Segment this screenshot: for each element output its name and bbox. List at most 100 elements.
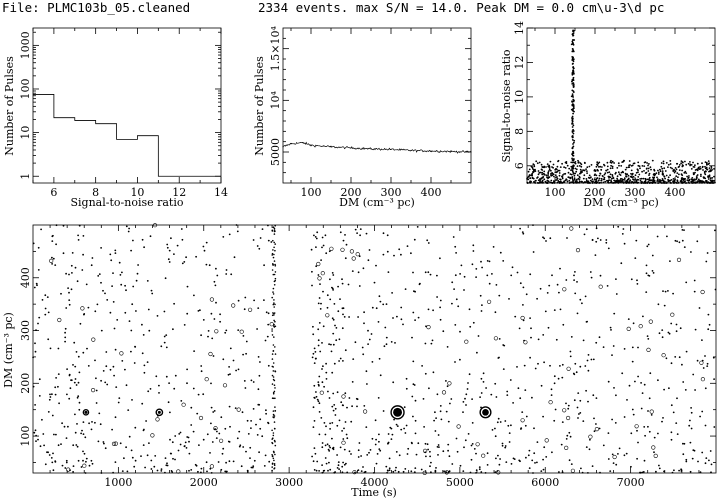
candidate-point [361, 346, 364, 349]
candidate-point [274, 440, 276, 443]
candidate-point [648, 275, 651, 277]
candidate-point [64, 331, 66, 334]
candidate-point [76, 445, 79, 448]
candidate-point [447, 420, 450, 423]
snr-point [606, 171, 609, 174]
candidate-point [486, 452, 489, 455]
candidate-point [82, 235, 85, 237]
candidate-point [457, 305, 460, 308]
snr-point [594, 170, 597, 173]
candidate-point [613, 387, 615, 389]
snr-point [582, 177, 585, 180]
candidate-point [271, 438, 274, 440]
candidate-point [331, 437, 333, 440]
candidate-point [273, 233, 276, 235]
snr-vs-dm-ylabel: Signal-to-noise ratio [500, 49, 513, 162]
candidate-point [349, 249, 355, 254]
snr-point [537, 170, 540, 172]
snr-point [648, 174, 650, 177]
candidate-point [665, 357, 668, 360]
candidate-point [339, 357, 342, 360]
snr-point [609, 181, 612, 184]
candidate-point [57, 317, 62, 323]
candidate-point [311, 284, 313, 287]
candidate-point [421, 365, 423, 367]
candidate-point [388, 467, 391, 470]
candidate-point [542, 334, 545, 336]
candidate-point [332, 343, 335, 346]
candidate-point [391, 433, 394, 436]
candidate-point [210, 382, 212, 385]
candidate-point [480, 471, 483, 473]
snr-peak-point [571, 126, 574, 128]
candidate-point [219, 438, 224, 443]
candidate-point [320, 302, 322, 305]
candidate-point [623, 348, 626, 350]
snr-point [617, 171, 620, 174]
candidate-point [638, 324, 643, 329]
candidate-point [170, 237, 172, 240]
candidate-point [338, 338, 341, 341]
candidate-point [669, 260, 671, 262]
snr-point [661, 167, 664, 170]
candidate-point [341, 440, 346, 445]
snr-point [702, 169, 704, 171]
candidate-point [540, 384, 543, 387]
candidate-point [212, 355, 215, 357]
candidate-point [181, 238, 184, 241]
candidate-point [185, 256, 188, 259]
candidate-point [534, 462, 536, 464]
candidate-point [274, 346, 276, 348]
snr-point [598, 174, 601, 177]
candidate-point [168, 249, 171, 252]
candidate-point [336, 424, 339, 427]
candidate-point [82, 450, 84, 453]
candidate-point [272, 362, 275, 364]
candidate-point [651, 254, 654, 257]
candidate-point [114, 461, 117, 463]
candidate-point [246, 419, 249, 422]
candidate-point [343, 463, 346, 466]
candidate-point [379, 449, 382, 452]
snr-point [570, 173, 573, 176]
candidate-point [73, 341, 76, 344]
candidate-point [315, 265, 318, 268]
dm-vs-time-points [32, 223, 717, 476]
candidate-point [348, 316, 350, 318]
candidate-point [429, 273, 432, 276]
candidate-point [273, 325, 275, 327]
snr-point [644, 177, 647, 180]
snr-point [639, 178, 642, 180]
snr-point [706, 181, 708, 184]
candidate-point [465, 393, 468, 396]
snr-point [588, 174, 591, 177]
candidate-point [188, 469, 190, 472]
candidate-point [681, 363, 683, 366]
candidate-point [32, 242, 35, 245]
snr-point [608, 171, 611, 174]
candidate-point [339, 446, 342, 449]
candidate-point [396, 315, 398, 318]
snr-point [563, 166, 565, 169]
candidate-point [690, 411, 693, 414]
candidate-point [360, 455, 362, 457]
candidate-point [503, 344, 506, 347]
snr-point [598, 181, 601, 184]
candidate-point [486, 274, 489, 277]
snr-point [547, 177, 550, 180]
candidate-point [640, 407, 643, 410]
snr-point [533, 181, 535, 183]
snr-point [561, 177, 564, 180]
candidate-point [522, 304, 524, 306]
candidate-point [620, 262, 623, 265]
candidate-point [141, 402, 144, 405]
candidate-point [377, 321, 380, 323]
candidate-point [525, 415, 528, 418]
bright-pulse [155, 408, 164, 417]
candidate-point [79, 322, 82, 325]
candidate-point [112, 365, 115, 368]
snr-peak-point [572, 124, 575, 127]
candidate-point [329, 428, 331, 430]
candidate-point [210, 472, 213, 474]
candidate-point [455, 437, 458, 440]
